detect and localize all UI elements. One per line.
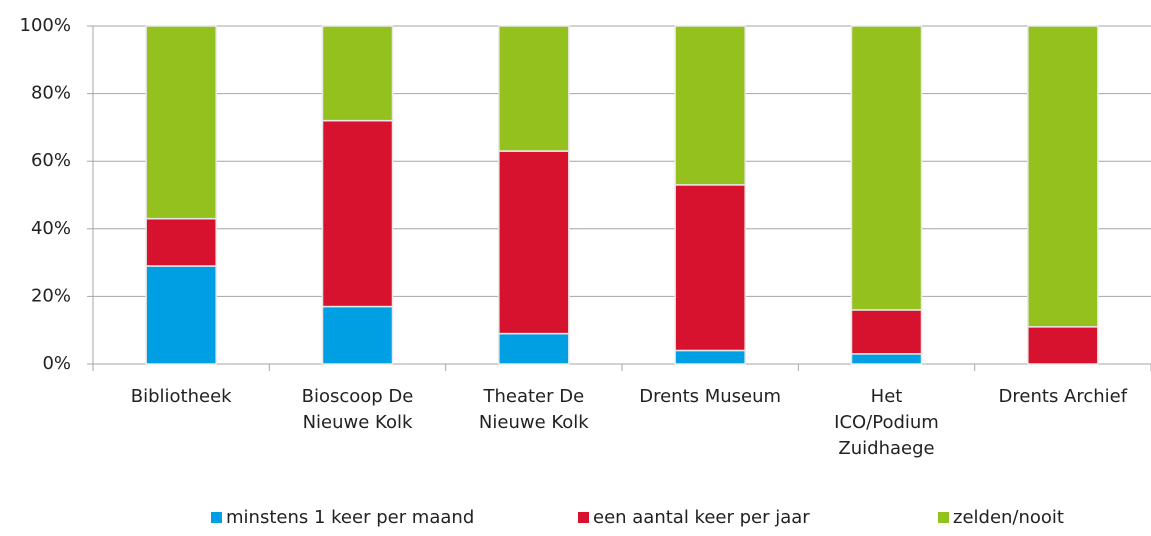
y-tick-label: 0% <box>42 353 71 374</box>
bar-segment <box>145 265 217 365</box>
bar-segment <box>145 217 217 267</box>
y-tick-label: 20% <box>31 285 71 306</box>
bar-segment <box>674 184 746 352</box>
legend-label: minstens 1 keer per maand <box>226 507 474 528</box>
x-tick-label: Theater De Nieuwe Kolk <box>478 386 589 433</box>
bar-segment <box>321 305 394 365</box>
legend-swatch <box>938 512 949 523</box>
legend-swatch <box>578 512 589 523</box>
bar-segment <box>321 119 394 308</box>
bar-segment <box>850 309 923 355</box>
bar-segment <box>321 25 394 122</box>
legend-swatch <box>211 512 222 523</box>
x-tick-label: Bioscoop De Nieuwe Kolk <box>301 386 414 433</box>
bar-segment <box>1027 25 1099 328</box>
x-tick-label: Drents Archief <box>998 386 1128 407</box>
y-tick-label: 40% <box>31 218 71 239</box>
bar-segment <box>850 353 923 365</box>
bar-segment <box>1027 326 1099 365</box>
bar-segment <box>145 25 217 220</box>
bar-segment <box>498 25 570 152</box>
y-tick-label: 100% <box>20 15 71 36</box>
bar-segment <box>674 25 746 186</box>
bar-segment <box>850 25 923 311</box>
x-tick-label: Het ICO/Podium Zuidhaege <box>834 386 939 459</box>
bar-segment <box>498 150 570 335</box>
y-tick-label: 60% <box>31 150 71 171</box>
x-tick-label: Bibliotheek <box>130 386 232 407</box>
bar-segment <box>674 349 746 365</box>
legend-label: zelden/nooit <box>953 507 1064 528</box>
legend-label: een aantal keer per jaar <box>593 507 810 528</box>
bar-segment <box>498 332 570 365</box>
x-tick-label: Drents Museum <box>639 386 782 407</box>
y-tick-label: 80% <box>31 83 71 104</box>
